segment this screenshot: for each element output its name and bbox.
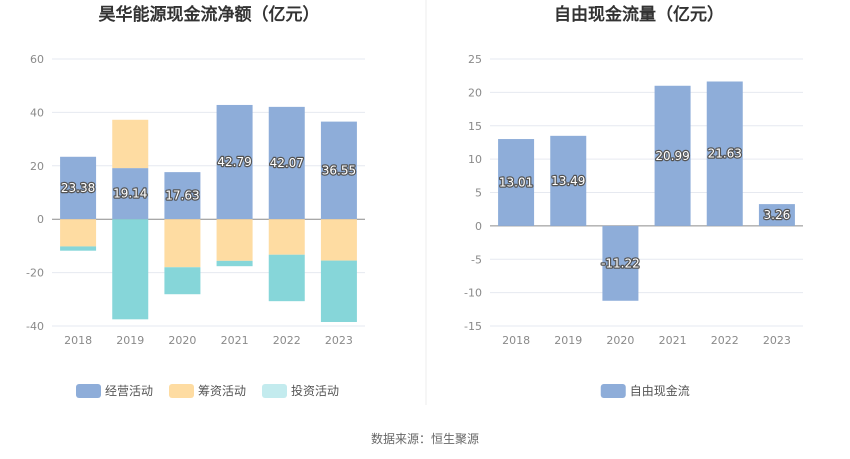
- bar-2-2021[interactable]: [216, 219, 253, 261]
- bar-1-2021[interactable]: [216, 104, 253, 220]
- legend-label[interactable]: 投资活动: [291, 383, 339, 398]
- legend-swatch[interactable]: [262, 384, 287, 398]
- bar-3-2021[interactable]: [216, 260, 253, 267]
- chart-title: 昊华能源现金流净额（亿元）: [99, 4, 320, 25]
- data-label: 36.55: [322, 163, 356, 177]
- y-tick-label: 20: [30, 160, 44, 173]
- bar-1-2023[interactable]: [758, 204, 795, 226]
- y-tick-label: -15: [464, 320, 482, 333]
- data-label: 20.99: [655, 149, 689, 163]
- y-tick-label: 0: [475, 220, 482, 233]
- x-tick-label: 2020: [168, 334, 196, 347]
- y-tick-label: 40: [30, 106, 44, 119]
- data-label: 21.63: [708, 147, 742, 161]
- cashflow-net-chart: 昊华能源现金流净额（亿元） -40 -20 0 20 40 60 2018 2019 2020 2…: [26, 4, 365, 398]
- bar-3-2019[interactable]: [112, 219, 149, 320]
- x-tick-label: 2018: [502, 334, 530, 347]
- data-label: 42.07: [270, 156, 304, 170]
- data-label: 19.14: [113, 187, 147, 201]
- y-tick-label: -20: [26, 267, 44, 280]
- x-tick-label: 2022: [273, 334, 301, 347]
- legend-label[interactable]: 经营活动: [105, 384, 153, 398]
- x-tick-label: 2021: [659, 334, 687, 347]
- bar-1-2022[interactable]: [706, 81, 743, 226]
- y-tick-label: -5: [471, 253, 482, 266]
- bar-2-2018[interactable]: [60, 219, 97, 247]
- x-tick-label: 2020: [606, 334, 634, 347]
- bar-1-2020[interactable]: [602, 225, 639, 301]
- bar-1-2018[interactable]: [498, 139, 535, 226]
- y-tick-label: 25: [468, 53, 482, 66]
- y-tick-label: -10: [464, 287, 482, 300]
- bar-2-2020[interactable]: [164, 219, 201, 268]
- bar-1-2018[interactable]: [60, 156, 97, 220]
- data-label: -11.22: [601, 256, 640, 270]
- bar-1-2023[interactable]: [320, 121, 357, 220]
- data-label: 17.63: [165, 189, 199, 203]
- bar-1-2021[interactable]: [654, 85, 691, 226]
- bar-3-2022[interactable]: [268, 254, 305, 302]
- y-tick-label: 60: [30, 53, 44, 66]
- y-tick-label: 0: [37, 213, 44, 226]
- bar-1-2019[interactable]: [550, 135, 587, 226]
- bar-2-2019[interactable]: [112, 119, 149, 169]
- bar-3-2018[interactable]: [60, 246, 97, 251]
- x-tick-label: 2021: [221, 334, 249, 347]
- chart-title: 自由现金流量（亿元）: [554, 4, 724, 25]
- legend-swatch[interactable]: [600, 384, 626, 398]
- data-label: 23.38: [61, 181, 95, 195]
- x-tick-label: 2023: [325, 334, 353, 347]
- data-label: 3.26: [764, 208, 791, 222]
- x-tick-label: 2022: [711, 334, 739, 347]
- bar-1-2022[interactable]: [268, 106, 305, 220]
- bar-3-2023[interactable]: [320, 260, 357, 322]
- source-note: 数据来源：恒生聚源: [371, 431, 479, 446]
- bar-2-2022[interactable]: [268, 219, 305, 255]
- y-tick-label: -40: [26, 320, 44, 333]
- legend-label[interactable]: 筹资活动: [198, 384, 246, 398]
- data-label: 13.01: [499, 175, 533, 189]
- legend-swatch[interactable]: [76, 384, 101, 398]
- legend-swatch[interactable]: [169, 384, 194, 398]
- bar-2-2023[interactable]: [320, 219, 357, 261]
- y-tick-label: 20: [468, 86, 482, 99]
- data-label: 42.79: [217, 155, 251, 169]
- x-tick-label: 2023: [763, 334, 791, 347]
- x-tick-label: 2019: [554, 334, 582, 347]
- y-tick-label: 15: [468, 120, 482, 133]
- y-tick-label: 5: [475, 187, 482, 200]
- free-cashflow-chart: 自由现金流量（亿元） -15 -10 -5 0 5 10 15 20 25 2018 2019 202…: [464, 4, 803, 398]
- legend-label[interactable]: 自由现金流: [630, 383, 690, 398]
- bar-3-2020[interactable]: [164, 267, 201, 295]
- data-label: 13.49: [551, 174, 585, 188]
- bar-1-2020[interactable]: [164, 172, 201, 220]
- bar-1-2019[interactable]: [112, 168, 149, 220]
- x-tick-label: 2018: [64, 334, 92, 347]
- y-tick-label: 10: [468, 153, 482, 166]
- x-tick-label: 2019: [116, 334, 144, 347]
